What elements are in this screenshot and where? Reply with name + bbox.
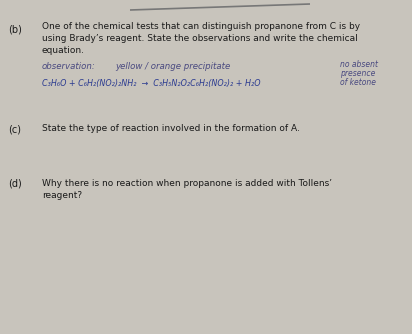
Text: One of the chemical tests that can distinguish propanone from C is by: One of the chemical tests that can disti… [42,22,360,31]
Text: C₃H₆O + C₆H₂(NO₂)₂NH₂  →  C₃H₅N₂O₂C₆H₂(NO₂)₂ + H₂O: C₃H₆O + C₆H₂(NO₂)₂NH₂ → C₃H₅N₂O₂C₆H₂(NO₂… [42,79,260,88]
Text: Why there is no reaction when propanone is added with Tollens’: Why there is no reaction when propanone … [42,179,332,188]
Text: of ketone: of ketone [340,78,376,87]
Text: no absent: no absent [340,60,378,69]
Text: State the type of reaction involved in the formation of A.: State the type of reaction involved in t… [42,124,300,133]
Text: presence: presence [340,69,375,78]
Text: equation.: equation. [42,46,85,55]
Text: (c): (c) [8,124,21,134]
Text: using Brady’s reagent. State the observations and write the chemical: using Brady’s reagent. State the observa… [42,34,358,43]
Text: yellow / orange precipitate: yellow / orange precipitate [115,62,230,71]
Text: observation:: observation: [42,62,96,71]
Text: (d): (d) [8,179,22,189]
Text: (b): (b) [8,24,22,34]
Text: reagent?: reagent? [42,191,82,200]
